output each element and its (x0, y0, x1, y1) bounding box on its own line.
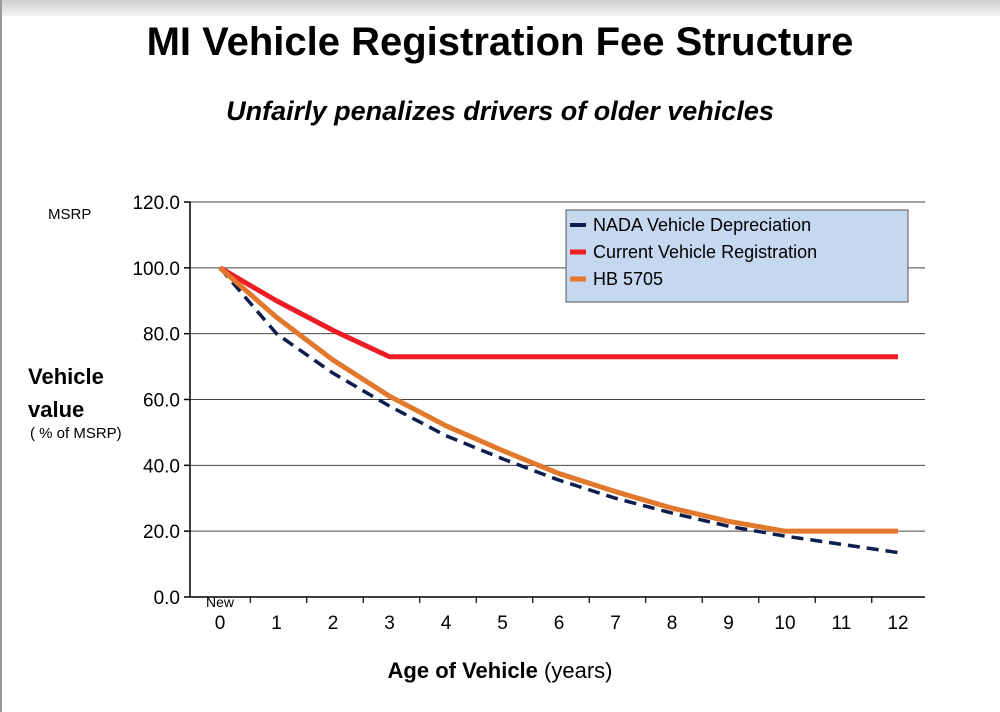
x-tick-label: 5 (497, 613, 508, 634)
x-tick-label: 11 (832, 613, 852, 634)
legend-label-2: HB 5705 (593, 269, 663, 289)
legend-label-1: Current Vehicle Registration (593, 242, 817, 262)
y-axis-label: Vehicle value (28, 364, 104, 422)
x-tick-label: 0 (215, 613, 226, 634)
y-tick-label: 120.0 (132, 193, 180, 214)
legend-box (565, 209, 909, 303)
y-tick-label: 40.0 (143, 456, 180, 477)
series-line-1 (218, 265, 898, 360)
x-tick-label: 1 (271, 613, 282, 634)
x-tick-label: 7 (610, 613, 621, 634)
x-tick-label: 12 (887, 613, 908, 634)
y-tick-label: 60.0 (143, 391, 180, 412)
x-tick-label: 8 (667, 613, 678, 634)
x-tick-label: 10 (774, 613, 795, 634)
x-tick-label: 3 (384, 613, 395, 634)
chart-title: MI Vehicle Registration Fee Structure (146, 20, 854, 64)
x-tick-label: 4 (441, 613, 452, 634)
y-tick-label: 100.0 (132, 259, 180, 280)
axes (184, 201, 925, 603)
y-axis-top-label: MSRP (48, 206, 92, 223)
x-tick-label: 2 (328, 613, 339, 634)
x-axis-label-bold: Age of Vehicle (387, 658, 538, 683)
x-note-new: New (206, 594, 235, 610)
legend-label-0: NADA Vehicle Depreciation (593, 215, 811, 235)
series-line-2 (218, 265, 898, 534)
window-left-edge (0, 0, 2, 712)
window-top-bar (0, 0, 1000, 16)
x-tick-label: 6 (554, 613, 565, 634)
x-tick-label: 9 (723, 613, 734, 634)
x-axis-label: Age of Vehicle (years) (0, 658, 1000, 684)
series-lines (218, 265, 899, 555)
y-tick-labels: 0.0 20.0 40.0 60.0 80.0 100.0 120.0 (132, 193, 180, 609)
y-tick-label: 20.0 (143, 522, 180, 543)
y-axis-sublabel: ( % of MSRP) (30, 425, 122, 442)
series-line-0 (218, 266, 899, 555)
y-tick-label: 80.0 (143, 325, 180, 346)
chart-subtitle: Unfairly penalizes drivers of older vehi… (226, 96, 774, 126)
y-tick-label: 0.0 (154, 588, 180, 609)
x-axis-label-units: (years) (544, 658, 613, 683)
legend: NADA Vehicle Depreciation Current Vehicle… (565, 209, 909, 303)
